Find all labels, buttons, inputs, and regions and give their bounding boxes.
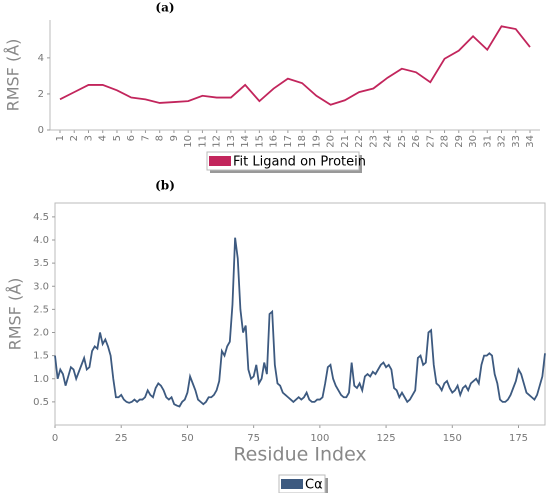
chart-title: (b)	[155, 179, 175, 193]
x-tick-label: 21	[340, 135, 351, 148]
data-line	[59, 25, 531, 106]
x-tick-label: 7	[140, 135, 151, 141]
y-tick-label: 1.0	[33, 374, 49, 385]
x-tick-label: 100	[310, 433, 329, 444]
x-tick-label: 14	[240, 135, 251, 148]
x-tick-label: 19	[311, 135, 322, 148]
x-tick-label: 4	[98, 135, 109, 141]
x-tick-label: 20	[326, 135, 337, 148]
x-tick-label: 11	[197, 135, 208, 148]
y-axis-label: RMSF (Å)	[6, 278, 25, 351]
x-tick-label: 175	[509, 433, 528, 444]
x-tick-label: 28	[440, 135, 451, 148]
y-tick-label: 4.0	[33, 235, 49, 246]
legend-label: Fit Ligand on Protein	[233, 155, 366, 170]
y-tick-label: 4.5	[33, 212, 49, 223]
y-tick-label: 2.5	[33, 304, 49, 315]
x-tick-label: 25	[397, 135, 408, 148]
x-tick-label: 5	[112, 135, 123, 141]
x-tick-label: 10	[183, 135, 194, 148]
x-tick-label: 25	[115, 433, 128, 444]
x-tick-label: 125	[377, 433, 396, 444]
y-tick-label: 2.0	[33, 328, 49, 339]
x-tick-label: 31	[482, 135, 493, 148]
x-tick-label: 33	[511, 135, 522, 148]
x-tick-label: 3	[83, 135, 94, 141]
y-tick-label: 4	[38, 53, 44, 64]
chart-title: (a)	[155, 1, 174, 15]
y-tick-label: 0.5	[33, 397, 49, 408]
y-axis-label: RMSF (Å)	[4, 39, 23, 112]
x-tick-label: 0	[52, 433, 58, 444]
x-tick-label: 23	[368, 135, 379, 148]
x-tick-label: 34	[525, 135, 536, 148]
y-tick-label: 1.5	[33, 351, 49, 362]
x-tick-label: 18	[297, 135, 308, 148]
x-tick-label: 6	[126, 135, 137, 141]
x-tick-label: 1	[55, 135, 66, 141]
legend-label: Cα	[305, 478, 323, 493]
x-tick-label: 26	[411, 135, 422, 148]
x-axis-label: Residue Index	[233, 444, 366, 466]
x-tick-label: 9	[169, 135, 180, 141]
x-tick-label: 29	[454, 135, 465, 148]
x-tick-label: 50	[181, 433, 194, 444]
x-tick-label: 24	[383, 135, 394, 148]
x-tick-label: 150	[443, 433, 462, 444]
x-tick-label: 16	[269, 135, 280, 148]
plot-frame	[54, 202, 546, 426]
legend-box	[206, 151, 360, 171]
x-tick-label: 8	[155, 135, 166, 141]
y-tick-label: 2	[38, 89, 44, 100]
x-tick-label: 12	[212, 135, 223, 148]
x-tick-label: 32	[497, 135, 508, 148]
x-tick-label: 27	[425, 135, 436, 148]
legend-swatch	[209, 156, 231, 166]
x-tick-label: 75	[247, 433, 260, 444]
x-tick-label: 13	[226, 135, 237, 148]
x-tick-label: 22	[354, 135, 365, 148]
y-tick-label: 0	[38, 125, 44, 136]
legend-swatch	[281, 479, 303, 489]
y-tick-label: 3.0	[33, 281, 49, 292]
x-tick-label: 30	[468, 135, 479, 148]
x-tick-label: 17	[283, 135, 294, 148]
data-line	[54, 237, 546, 408]
x-tick-label: 15	[254, 135, 265, 148]
y-tick-label: 3.5	[33, 258, 49, 269]
x-tick-label: 2	[69, 135, 80, 141]
